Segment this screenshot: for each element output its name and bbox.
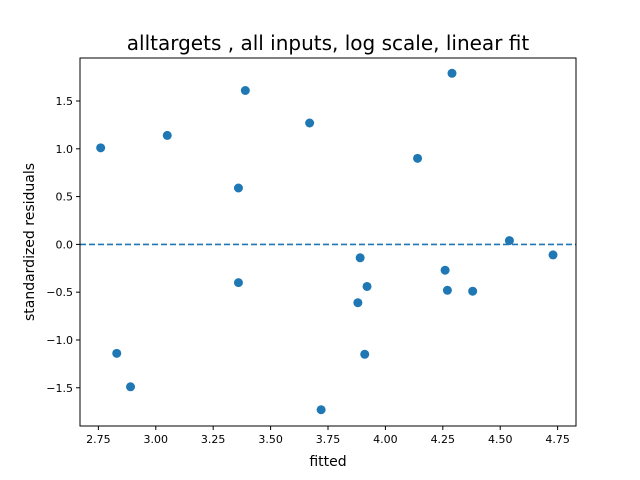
data-point bbox=[240, 85, 250, 95]
data-point bbox=[447, 68, 457, 78]
data-point bbox=[504, 236, 514, 246]
x-tick-label: 4.00 bbox=[373, 433, 398, 446]
y-tick-label: 1.5 bbox=[56, 95, 74, 108]
y-tick-label: 0.5 bbox=[56, 191, 74, 204]
data-point bbox=[316, 405, 326, 415]
data-point bbox=[305, 118, 315, 128]
data-point bbox=[548, 250, 558, 260]
data-point bbox=[413, 153, 423, 163]
y-tick-label: 1.0 bbox=[56, 143, 74, 156]
data-point bbox=[112, 348, 122, 358]
chart-title: alltargets , all inputs, log scale, line… bbox=[127, 31, 530, 55]
x-tick-label: 4.25 bbox=[431, 433, 456, 446]
data-point bbox=[126, 382, 136, 392]
y-tick-label: −0.5 bbox=[46, 286, 73, 299]
x-axis-label: fitted bbox=[309, 454, 346, 470]
data-point bbox=[440, 265, 450, 275]
x-tick-label: 4.50 bbox=[488, 433, 513, 446]
x-tick-label: 4.75 bbox=[545, 433, 570, 446]
y-tick-label: −1.0 bbox=[46, 334, 73, 347]
data-point bbox=[468, 286, 478, 296]
x-tick-label: 3.75 bbox=[316, 433, 341, 446]
data-point bbox=[233, 278, 243, 288]
x-tick-label: 3.50 bbox=[258, 433, 283, 446]
data-point bbox=[362, 281, 372, 291]
data-point bbox=[233, 183, 243, 193]
data-point bbox=[360, 349, 370, 359]
x-tick-label: 2.75 bbox=[86, 433, 111, 446]
y-axis-label: standardized residuals bbox=[22, 163, 38, 321]
data-point bbox=[442, 285, 452, 295]
y-tick-label: 0.0 bbox=[56, 238, 74, 251]
data-point bbox=[353, 298, 363, 308]
x-tick-label: 3.25 bbox=[201, 433, 226, 446]
data-point bbox=[162, 130, 172, 140]
data-point bbox=[355, 253, 365, 263]
x-tick-label: 3.00 bbox=[144, 433, 169, 446]
data-point bbox=[96, 143, 106, 153]
y-tick-label: −1.5 bbox=[46, 382, 73, 395]
axes-frame bbox=[79, 57, 577, 427]
